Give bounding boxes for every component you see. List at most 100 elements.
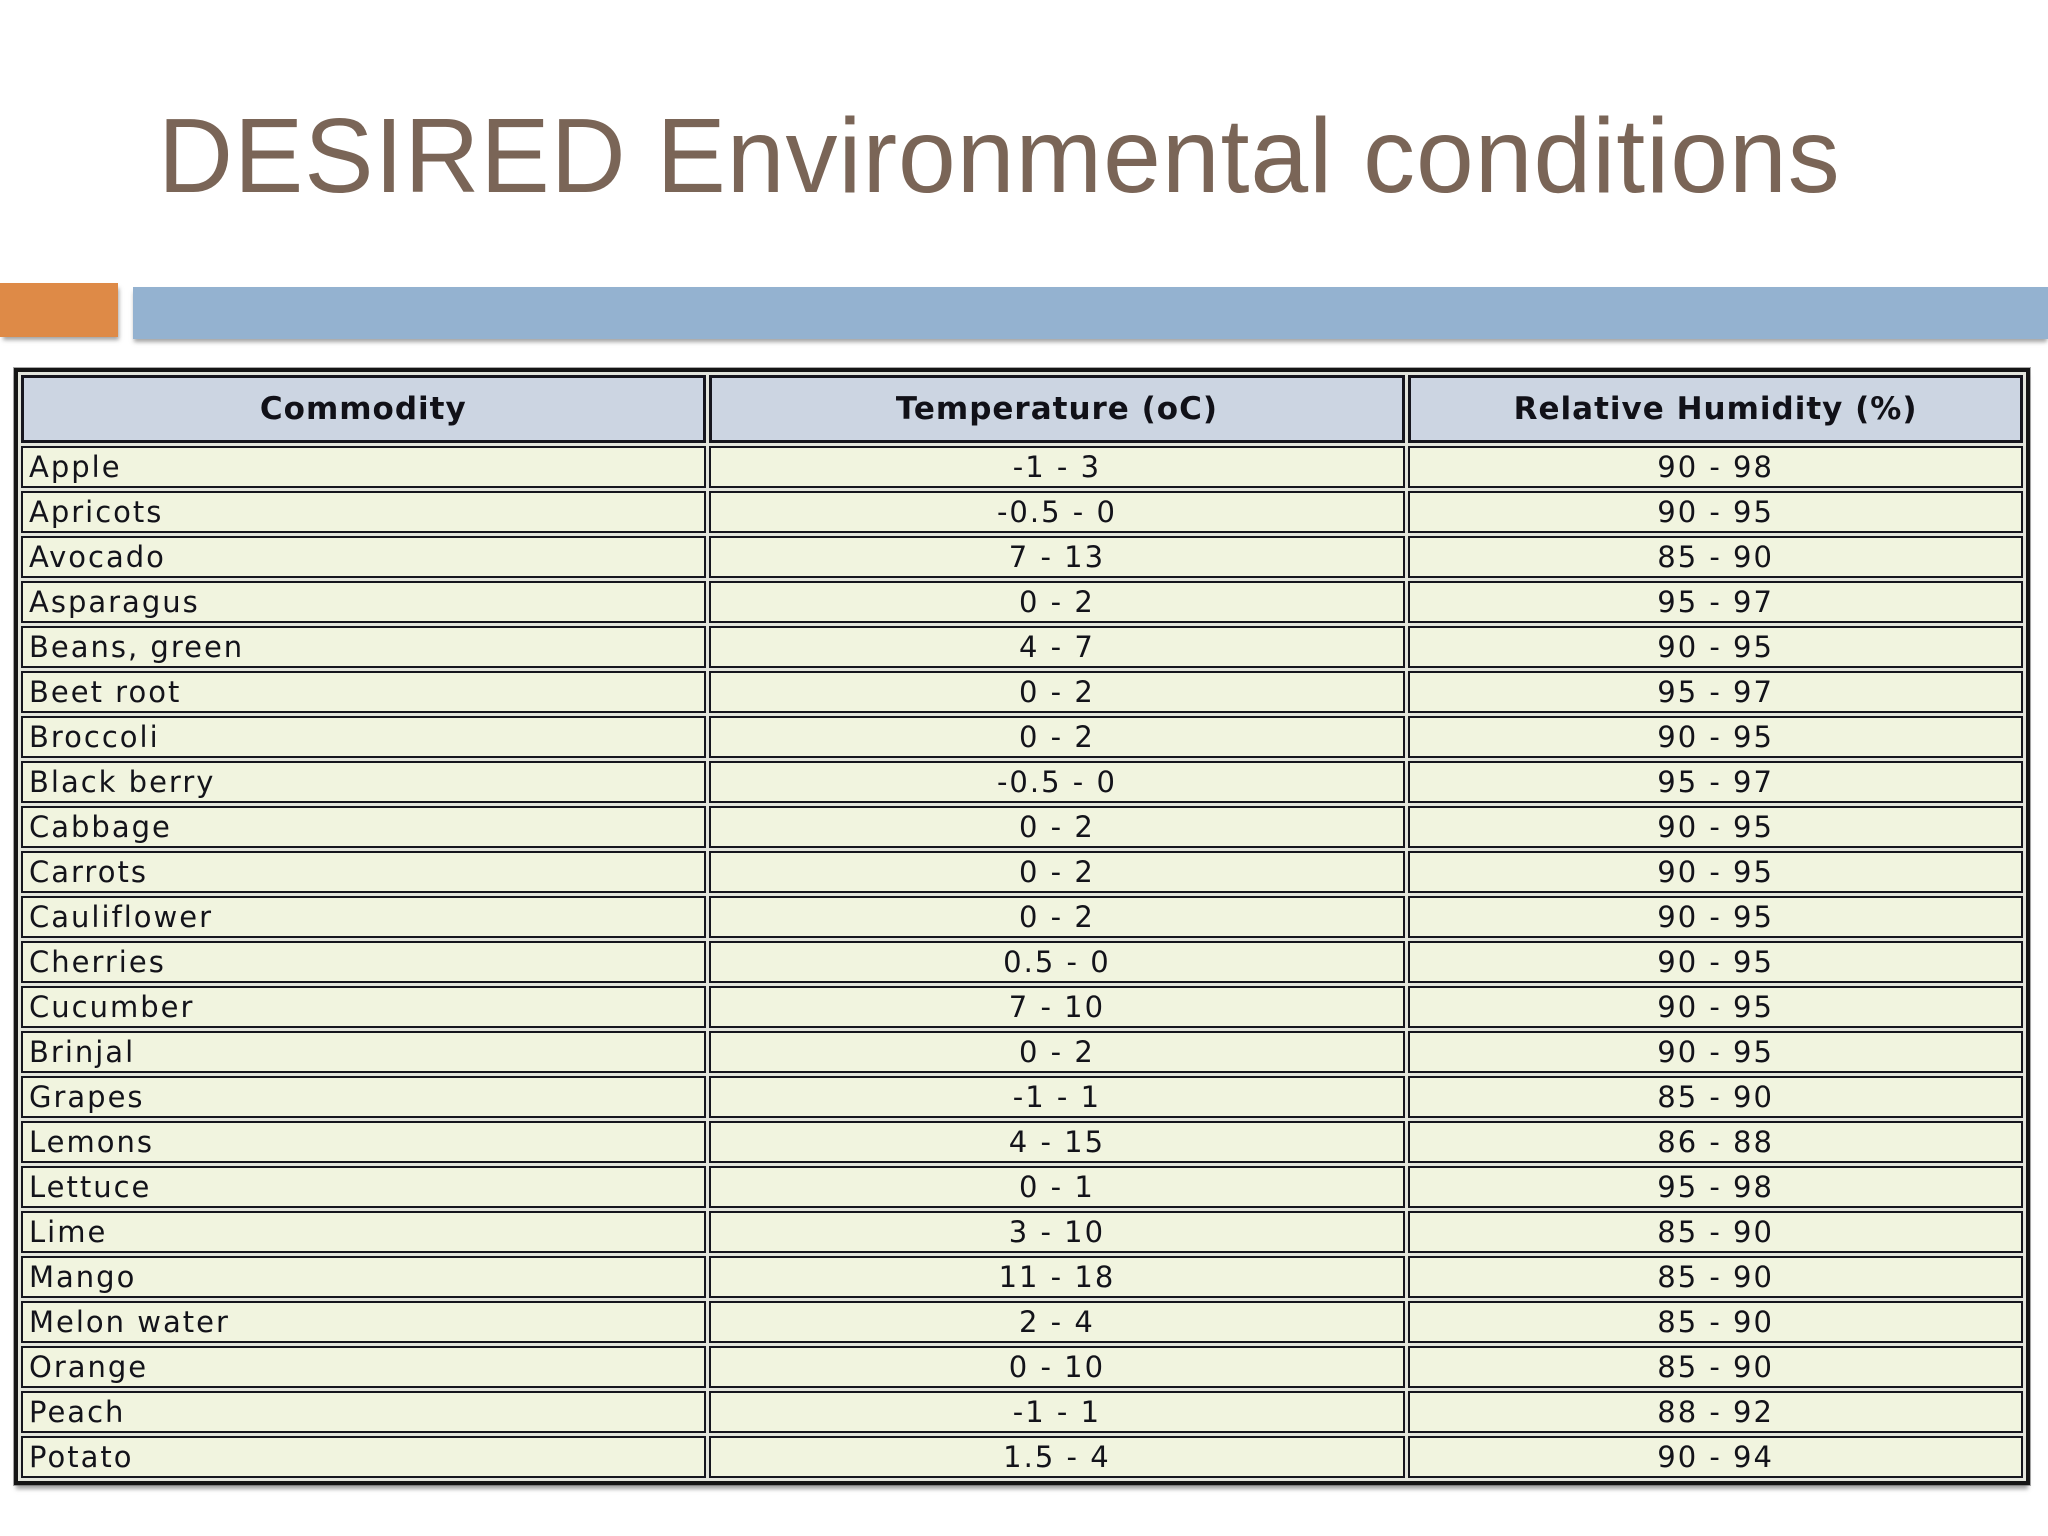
accent-blue-bar (133, 287, 2048, 339)
temperature-cell: 3 - 10 (708, 1211, 1406, 1253)
humidity-cell: 90 - 95 (1408, 1031, 2023, 1073)
table-row: Potato 1.5 - 4 90 - 94 (21, 1436, 2023, 1478)
commodity-cell: Black berry (21, 761, 706, 803)
table-row: Mango 11 - 18 85 - 90 (21, 1256, 2023, 1298)
header-row: Commodity Temperature (oC) Relative Humi… (21, 375, 2023, 443)
humidity-cell: 85 - 90 (1408, 1301, 2023, 1343)
temperature-cell: 2 - 4 (708, 1301, 1406, 1343)
temperature-cell: 7 - 10 (708, 986, 1406, 1028)
humidity-cell: 86 - 88 (1408, 1121, 2023, 1163)
humidity-cell: 90 - 95 (1408, 626, 2023, 668)
temperature-cell: 0 - 1 (708, 1166, 1406, 1208)
commodity-cell: Beans, green (21, 626, 706, 668)
temperature-cell: -1 - 3 (708, 446, 1406, 488)
slide-title: DESIRED Environmental conditions (158, 97, 1841, 215)
table-row: Black berry -0.5 - 0 95 - 97 (21, 761, 2023, 803)
commodity-cell: Potato (21, 1436, 706, 1478)
temperature-cell: 11 - 18 (708, 1256, 1406, 1298)
humidity-cell: 88 - 92 (1408, 1391, 2023, 1433)
temperature-cell: 4 - 15 (708, 1121, 1406, 1163)
table-row: Cauliflower 0 - 2 90 - 95 (21, 896, 2023, 938)
commodity-cell: Grapes (21, 1076, 706, 1118)
table-row: Cucumber 7 - 10 90 - 95 (21, 986, 2023, 1028)
humidity-cell: 85 - 90 (1408, 1076, 2023, 1118)
humidity-cell: 85 - 90 (1408, 1256, 2023, 1298)
table-row: Orange 0 - 10 85 - 90 (21, 1346, 2023, 1388)
temperature-cell: -1 - 1 (708, 1391, 1406, 1433)
humidity-cell: 95 - 98 (1408, 1166, 2023, 1208)
commodity-cell: Peach (21, 1391, 706, 1433)
humidity-cell: 95 - 97 (1408, 581, 2023, 623)
temperature-cell: 0 - 10 (708, 1346, 1406, 1388)
temperature-cell: 1.5 - 4 (708, 1436, 1406, 1478)
col-header-commodity: Commodity (21, 375, 706, 443)
table-row: Apricots -0.5 - 0 90 - 95 (21, 491, 2023, 533)
table-row: Apple -1 - 3 90 - 98 (21, 446, 2023, 488)
table-row: Melon water 2 - 4 85 - 90 (21, 1301, 2023, 1343)
humidity-cell: 90 - 95 (1408, 941, 2023, 983)
temperature-cell: 0 - 2 (708, 716, 1406, 758)
temperature-cell: 0 - 2 (708, 806, 1406, 848)
table-row: Lemons 4 - 15 86 - 88 (21, 1121, 2023, 1163)
humidity-cell: 85 - 90 (1408, 536, 2023, 578)
commodity-cell: Cucumber (21, 986, 706, 1028)
commodity-cell: Cabbage (21, 806, 706, 848)
commodity-cell: Cauliflower (21, 896, 706, 938)
table-row: Cherries 0.5 - 0 90 - 95 (21, 941, 2023, 983)
humidity-cell: 95 - 97 (1408, 761, 2023, 803)
table-row: Lettuce 0 - 1 95 - 98 (21, 1166, 2023, 1208)
commodity-cell: Broccoli (21, 716, 706, 758)
commodity-cell: Melon water (21, 1301, 706, 1343)
temperature-cell: -0.5 - 0 (708, 761, 1406, 803)
col-header-humidity: Relative Humidity (%) (1408, 375, 2023, 443)
table-row: Lime 3 - 10 85 - 90 (21, 1211, 2023, 1253)
commodity-cell: Apricots (21, 491, 706, 533)
commodity-cell: Avocado (21, 536, 706, 578)
temperature-cell: 0.5 - 0 (708, 941, 1406, 983)
humidity-cell: 85 - 90 (1408, 1346, 2023, 1388)
temperature-cell: 0 - 2 (708, 1031, 1406, 1073)
temperature-cell: 0 - 2 (708, 851, 1406, 893)
table-row: Carrots 0 - 2 90 - 95 (21, 851, 2023, 893)
temperature-cell: 4 - 7 (708, 626, 1406, 668)
humidity-cell: 95 - 97 (1408, 671, 2023, 713)
humidity-cell: 90 - 94 (1408, 1436, 2023, 1478)
conditions-table-wrap: Commodity Temperature (oC) Relative Humi… (14, 368, 2030, 1485)
humidity-cell: 90 - 95 (1408, 806, 2023, 848)
humidity-cell: 85 - 90 (1408, 1211, 2023, 1253)
commodity-cell: Lime (21, 1211, 706, 1253)
temperature-cell: 0 - 2 (708, 581, 1406, 623)
accent-orange-block (0, 283, 118, 337)
commodity-cell: Cherries (21, 941, 706, 983)
temperature-cell: 0 - 2 (708, 896, 1406, 938)
table-row: Asparagus 0 - 2 95 - 97 (21, 581, 2023, 623)
humidity-cell: 90 - 95 (1408, 491, 2023, 533)
conditions-table: Commodity Temperature (oC) Relative Humi… (14, 368, 2030, 1485)
humidity-cell: 90 - 95 (1408, 716, 2023, 758)
commodity-cell: Lemons (21, 1121, 706, 1163)
temperature-cell: -1 - 1 (708, 1076, 1406, 1118)
commodity-cell: Apple (21, 446, 706, 488)
table-row: Broccoli 0 - 2 90 - 95 (21, 716, 2023, 758)
table-row: Avocado 7 - 13 85 - 90 (21, 536, 2023, 578)
commodity-cell: Brinjal (21, 1031, 706, 1073)
commodity-cell: Asparagus (21, 581, 706, 623)
humidity-cell: 90 - 95 (1408, 851, 2023, 893)
humidity-cell: 90 - 98 (1408, 446, 2023, 488)
accent-band (0, 283, 2048, 343)
commodity-cell: Mango (21, 1256, 706, 1298)
humidity-cell: 90 - 95 (1408, 986, 2023, 1028)
commodity-cell: Beet root (21, 671, 706, 713)
table-row: Beans, green 4 - 7 90 - 95 (21, 626, 2023, 668)
table-row: Peach -1 - 1 88 - 92 (21, 1391, 2023, 1433)
col-header-temperature: Temperature (oC) (708, 375, 1406, 443)
temperature-cell: -0.5 - 0 (708, 491, 1406, 533)
temperature-cell: 7 - 13 (708, 536, 1406, 578)
commodity-cell: Lettuce (21, 1166, 706, 1208)
humidity-cell: 90 - 95 (1408, 896, 2023, 938)
table-row: Beet root 0 - 2 95 - 97 (21, 671, 2023, 713)
table-row: Grapes -1 - 1 85 - 90 (21, 1076, 2023, 1118)
table-row: Cabbage 0 - 2 90 - 95 (21, 806, 2023, 848)
temperature-cell: 0 - 2 (708, 671, 1406, 713)
commodity-cell: Carrots (21, 851, 706, 893)
